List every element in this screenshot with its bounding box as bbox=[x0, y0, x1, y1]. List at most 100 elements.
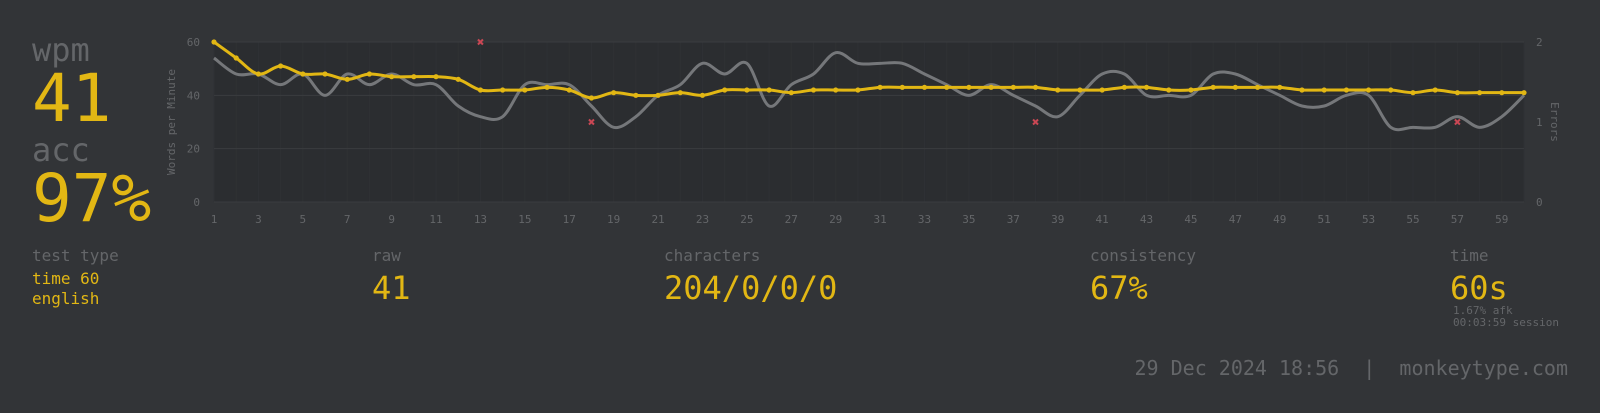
x-tick-label: 13 bbox=[474, 213, 487, 226]
test-type-label: test type bbox=[32, 246, 119, 265]
acc-value[interactable]: 97% bbox=[32, 160, 152, 237]
x-tick-label: 33 bbox=[918, 213, 931, 226]
x-tick-label: 9 bbox=[388, 213, 395, 226]
characters-label: characters bbox=[664, 246, 761, 265]
wpm-point bbox=[1343, 87, 1349, 93]
y-axis-label: Words per Minute bbox=[165, 69, 178, 175]
wpm-point bbox=[855, 87, 861, 93]
wpm-point bbox=[1077, 87, 1083, 93]
wpm-point bbox=[1277, 84, 1283, 90]
wpm-point bbox=[633, 92, 639, 98]
test-type-block: test type time 60 english bbox=[32, 246, 119, 309]
wpm-point bbox=[1210, 84, 1216, 90]
error-point bbox=[477, 38, 484, 46]
wpm-point bbox=[966, 84, 972, 90]
wpm-point bbox=[344, 76, 350, 82]
wpm-point bbox=[655, 92, 661, 98]
raw-value[interactable]: 41 bbox=[372, 269, 411, 307]
wpm-value[interactable]: 41 bbox=[32, 60, 112, 137]
x-tick-label: 21 bbox=[651, 213, 664, 226]
wpm-point bbox=[1166, 87, 1172, 93]
wpm-point bbox=[544, 84, 550, 90]
x-tick-label: 7 bbox=[344, 213, 351, 226]
footer-date-site: 29 Dec 2024 18:56 | monkeytype.com bbox=[1134, 356, 1568, 380]
wpm-point bbox=[677, 90, 683, 96]
plot-area bbox=[214, 42, 1524, 202]
wpm-point bbox=[699, 92, 706, 98]
y2-axis-label: Errors bbox=[1548, 102, 1561, 142]
wpm-point bbox=[1143, 84, 1150, 90]
wpm-point bbox=[233, 55, 239, 61]
x-tick-label: 49 bbox=[1273, 213, 1286, 226]
x-tick-label: 17 bbox=[563, 213, 576, 226]
x-tick-label: 51 bbox=[1318, 213, 1331, 226]
wpm-point bbox=[1254, 84, 1261, 90]
wpm-stat: wpm 41 bbox=[32, 34, 111, 132]
wpm-point bbox=[1388, 87, 1394, 93]
x-tick-label: 57 bbox=[1451, 213, 1464, 226]
x-tick-label: 5 bbox=[300, 213, 307, 226]
wpm-point bbox=[1188, 87, 1194, 93]
wpm-label: wpm bbox=[32, 31, 90, 69]
wpm-point bbox=[1454, 90, 1460, 96]
test-mode[interactable]: time 60 bbox=[32, 269, 100, 288]
acc-label: acc bbox=[32, 131, 90, 169]
y-tick-label: 0 bbox=[193, 196, 200, 209]
wpm-point bbox=[500, 87, 506, 93]
error-point bbox=[1032, 118, 1039, 126]
x-tick-label: 41 bbox=[1096, 213, 1109, 226]
wpm-point bbox=[411, 74, 417, 80]
wpm-point bbox=[877, 84, 883, 90]
wpm-point bbox=[433, 74, 439, 80]
time-value[interactable]: 60s bbox=[1450, 269, 1508, 307]
x-tick-label: 55 bbox=[1406, 213, 1419, 226]
wpm-point bbox=[588, 95, 595, 101]
test-language[interactable]: english bbox=[32, 289, 100, 308]
wpm-point bbox=[1410, 90, 1416, 96]
wpm-point bbox=[810, 87, 817, 93]
wpm-point bbox=[366, 71, 373, 77]
wpm-point bbox=[522, 87, 528, 93]
x-tick-label: 1 bbox=[211, 213, 218, 226]
wpm-point bbox=[1032, 84, 1039, 90]
wpm-point bbox=[300, 71, 306, 77]
wpm-point bbox=[1321, 87, 1327, 93]
y-tick-label: 20 bbox=[187, 143, 200, 156]
acc-stat: acc 97% bbox=[32, 134, 151, 232]
x-tick-label: 53 bbox=[1362, 213, 1375, 226]
consistency-block: consistency 67% bbox=[1090, 246, 1196, 307]
x-tick-label: 25 bbox=[740, 213, 753, 226]
x-tick-label: 3 bbox=[255, 213, 262, 226]
wpm-point bbox=[944, 84, 950, 90]
wpm-point bbox=[455, 76, 461, 82]
y-tick-label: 40 bbox=[187, 89, 200, 102]
wpm-point bbox=[278, 63, 284, 69]
y-tick-label: 60 bbox=[187, 36, 200, 49]
x-tick-label: 37 bbox=[1007, 213, 1020, 226]
x-tick-label: 19 bbox=[607, 213, 620, 226]
wpm-point bbox=[566, 87, 572, 93]
wpm-point bbox=[1232, 84, 1238, 90]
wpm-point bbox=[1476, 90, 1483, 96]
x-tick-label: 47 bbox=[1229, 213, 1242, 226]
raw-block: raw 41 bbox=[372, 246, 411, 307]
wpm-point bbox=[1010, 84, 1016, 90]
afk-text: 1.67% afk bbox=[1453, 304, 1513, 317]
wpm-point bbox=[722, 87, 728, 93]
x-tick-label: 43 bbox=[1140, 213, 1153, 226]
wpm-point bbox=[1521, 90, 1527, 96]
characters-value[interactable]: 204/0/0/0 bbox=[664, 269, 838, 307]
x-tick-label: 31 bbox=[873, 213, 886, 226]
wpm-point bbox=[1121, 84, 1127, 90]
x-tick-label: 29 bbox=[829, 213, 842, 226]
wpm-point bbox=[766, 87, 772, 93]
raw-series-line bbox=[213, 51, 1526, 132]
wpm-point bbox=[389, 74, 395, 80]
consistency-value[interactable]: 67% bbox=[1090, 269, 1148, 307]
wpm-point bbox=[1432, 87, 1438, 93]
wpm-point bbox=[1055, 87, 1061, 93]
x-tick-label: 59 bbox=[1495, 213, 1508, 226]
characters-block: characters 204/0/0/0 bbox=[664, 246, 837, 307]
x-tick-label: 15 bbox=[518, 213, 531, 226]
x-tick-label: 27 bbox=[785, 213, 798, 226]
